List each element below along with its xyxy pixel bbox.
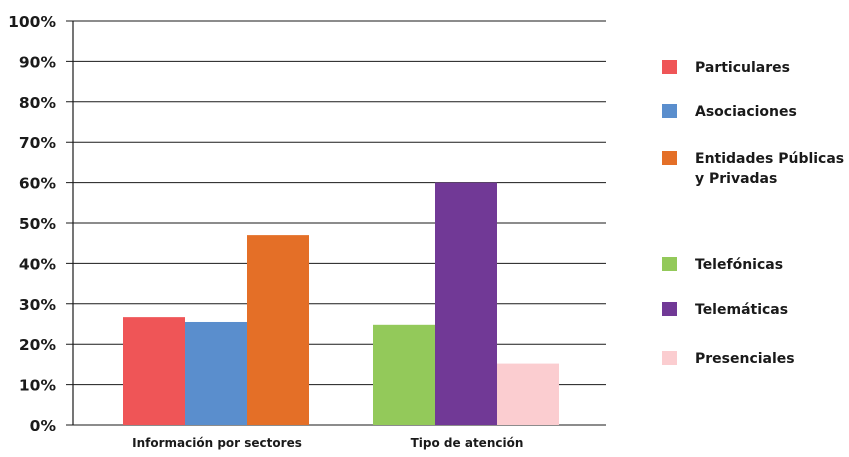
legend-swatch [662, 302, 677, 316]
legend-swatch [662, 351, 677, 365]
bar-telemáticas [435, 183, 497, 425]
x-category-label: Información por sectores [132, 436, 302, 450]
y-tick-label: 20% [19, 336, 57, 354]
x-category-label: Tipo de atención [411, 436, 524, 450]
legend-label: Particulares [695, 58, 849, 78]
legend-item-presenciales: Presenciales [662, 349, 849, 369]
y-tick-label: 10% [19, 377, 57, 395]
legend-swatch [662, 151, 677, 165]
legend-label: Telefónicas [695, 255, 849, 275]
y-tick-label: 0% [30, 417, 57, 435]
legend-item-asociaciones: Asociaciones [662, 102, 849, 122]
y-tick-label: 70% [19, 134, 57, 152]
bar-asociaciones [185, 322, 247, 425]
legend-label: Entidades Públicas y Privadas [695, 149, 849, 189]
legend-swatch [662, 104, 677, 118]
y-tick-label: 80% [19, 94, 57, 112]
legend-item-entidades: Entidades Públicas y Privadas [662, 149, 849, 189]
legend-label: Telemáticas [695, 300, 849, 320]
legend-swatch [662, 60, 677, 74]
y-axis: 0% 10% 20% 30% 40% 50% 60% 70% 80% 90% 100% [8, 13, 73, 435]
y-tick-label: 50% [19, 215, 57, 233]
bar-telefónicas [373, 325, 435, 425]
y-tick-label: 100% [8, 13, 56, 31]
legend-item-telefonicas: Telefónicas [662, 255, 849, 275]
legend-label: Presenciales [695, 349, 849, 369]
legend: Particulares Asociaciones Entidades Públ… [662, 0, 849, 457]
legend-item-particulares: Particulares [662, 58, 849, 78]
y-tick-label: 40% [19, 255, 57, 273]
legend-swatch [662, 257, 677, 271]
bar-entidades-públicas-y-privadas [247, 235, 309, 425]
bar-presenciales [497, 364, 559, 425]
y-tick-label: 60% [19, 175, 57, 193]
y-tick-label: 30% [19, 296, 57, 314]
bar-particulares [123, 317, 185, 425]
x-axis: Información por sectores Tipo de atención [132, 436, 523, 450]
y-tick-label: 90% [19, 53, 57, 71]
legend-item-telematicas: Telemáticas [662, 300, 849, 320]
legend-label: Asociaciones [695, 102, 849, 122]
bar-chart: 0% 10% 20% 30% 40% 50% 60% 70% 80% 90% 100% Inform… [0, 0, 662, 457]
